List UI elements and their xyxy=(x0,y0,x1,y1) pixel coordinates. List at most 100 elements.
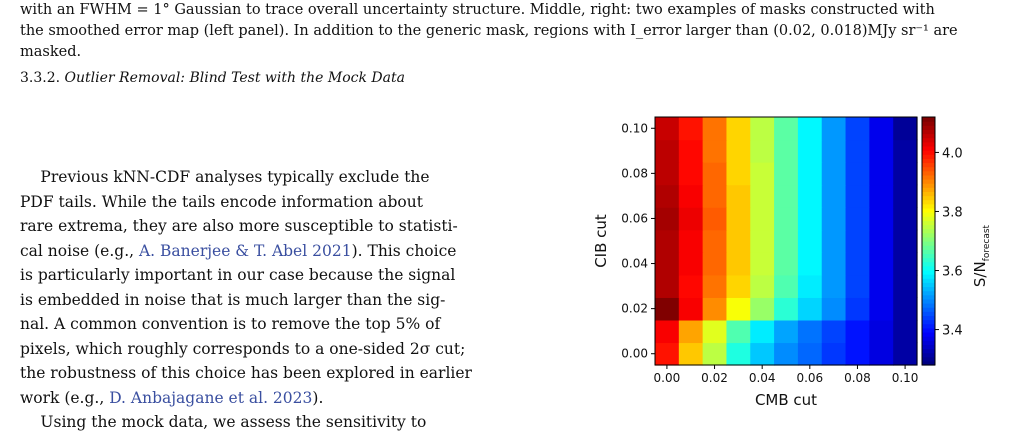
heatmap-cell xyxy=(869,229,894,253)
body-text-run: cal noise (e.g., xyxy=(20,241,139,260)
heatmap-cell xyxy=(702,162,728,186)
y-tick-label: 0.02 xyxy=(621,302,648,316)
body-text-run: ). xyxy=(312,388,324,407)
citation-link[interactable]: A. Banerjee & T. Abel 2021 xyxy=(138,241,352,260)
section-number: 3.3.2. xyxy=(20,70,61,86)
heatmap-cell xyxy=(869,319,894,344)
colorbar-segment xyxy=(922,269,935,275)
heatmap-cell xyxy=(702,229,728,253)
heatmap-cell xyxy=(678,342,704,366)
heatmap-cell xyxy=(726,342,751,366)
x-tick-label: 0.06 xyxy=(796,371,823,385)
colorbar-segment xyxy=(922,336,935,341)
body-line: cal noise (e.g., A. Banerjee & T. Abel 2… xyxy=(20,239,540,264)
colorbar-segment xyxy=(922,150,935,155)
body-text-run: is particularly important in our case be… xyxy=(20,266,456,284)
heatmap-cell xyxy=(869,139,894,163)
figure-caption: with an FWHM = 1° Gaussian to trace over… xyxy=(20,0,1025,63)
heatmap-cell xyxy=(893,252,918,276)
colorbar-segment xyxy=(922,145,935,151)
body-line: pixels, which roughly corresponds to a o… xyxy=(20,337,540,362)
body-line: nal. A common convention is to remove th… xyxy=(20,312,540,337)
heatmap-cell xyxy=(845,139,870,163)
heatmap-cell xyxy=(869,342,894,366)
heatmap-cell xyxy=(797,274,823,298)
colorbar-segment xyxy=(922,187,935,192)
heatmap-cell xyxy=(869,274,894,298)
heatmap-cell xyxy=(774,162,799,186)
heatmap-cell xyxy=(726,207,751,231)
body-text-run: Previous kNN-CDF analyses typically excl… xyxy=(20,168,430,186)
heatmap-cell xyxy=(821,117,847,141)
heatmap-cell xyxy=(678,117,704,141)
body-line: is embedded in noise that is much larger… xyxy=(20,288,540,313)
x-tick-label: 0.08 xyxy=(844,371,871,385)
colorbar-segment xyxy=(922,216,935,221)
y-tick-label: 0.06 xyxy=(621,211,648,225)
heatmap-cell xyxy=(750,297,775,321)
x-tick-label: 0.00 xyxy=(654,371,681,385)
body-text-run: pixels, which roughly corresponds to a o… xyxy=(20,339,466,358)
heatmap-cell xyxy=(726,162,751,186)
colorbar-segment xyxy=(922,195,935,201)
colorbar-segment xyxy=(922,340,935,345)
heatmap-cell xyxy=(845,297,870,321)
colorbar-tick-label: 3.6 xyxy=(942,265,963,280)
heatmap-cell xyxy=(893,162,918,186)
body-line: PDF tails. While the tails encode inform… xyxy=(20,190,540,215)
body-text-run: rare extrema, they are also more suscept… xyxy=(20,217,458,235)
heatmap-cell xyxy=(797,162,823,186)
colorbar-segment xyxy=(922,311,935,316)
heatmap-cell xyxy=(655,252,680,276)
heatmap-cell xyxy=(678,274,704,298)
colorbar-segment xyxy=(922,191,935,197)
heatmap-cell xyxy=(702,139,728,163)
body-text-run: ). This choice xyxy=(351,241,457,260)
citation-link[interactable]: D. Anbajagane et al. 2023 xyxy=(109,388,313,407)
caption-line: masked. xyxy=(20,44,82,60)
colorbar-segment xyxy=(922,253,935,259)
heatmap-cell xyxy=(845,184,870,208)
heatmap-cell xyxy=(678,162,704,186)
section-heading: 3.3.2. Outlier Removal: Blind Test with … xyxy=(20,70,405,86)
body-text: Previous kNN-CDF analyses typically excl… xyxy=(20,165,540,435)
heatmap-cell xyxy=(821,252,847,276)
colorbar-segment xyxy=(922,278,935,283)
x-axis-label: CMB cut xyxy=(755,391,817,409)
heatmap-cell xyxy=(774,252,799,276)
colorbar-segment xyxy=(922,228,935,234)
heatmap-cell xyxy=(845,274,870,298)
heatmap-cell xyxy=(845,207,870,231)
heatmap-cell xyxy=(726,319,751,344)
colorbar-segment xyxy=(922,352,935,358)
heatmap-cell xyxy=(821,162,847,186)
heatmap-cell xyxy=(750,139,775,163)
heatmap-cell xyxy=(893,342,918,366)
plot-frame xyxy=(654,116,918,366)
heatmap-cell xyxy=(869,207,894,231)
colorbar-segment xyxy=(922,286,935,292)
heatmap-cell xyxy=(655,207,680,231)
colorbar-segment xyxy=(922,236,935,242)
heatmap-cell xyxy=(845,229,870,253)
colorbar-segment xyxy=(922,307,935,312)
heatmap-cell xyxy=(797,117,823,141)
heatmap-cell xyxy=(845,342,870,366)
heatmap-cell xyxy=(774,229,799,253)
heatmap-cell xyxy=(750,229,775,253)
heatmap-cell xyxy=(893,139,918,163)
heatmap-cell xyxy=(726,297,751,321)
heatmap-cell xyxy=(797,139,823,163)
colorbar-frame xyxy=(921,116,936,366)
heatmap-cell xyxy=(893,207,918,231)
heatmap-cell xyxy=(797,342,823,366)
heatmap-cell xyxy=(702,297,728,321)
colorbar-segment xyxy=(922,158,935,164)
colorbar-segment xyxy=(922,323,935,329)
body-line: Using the mock data, we assess the sensi… xyxy=(20,410,540,435)
colorbar-segment xyxy=(922,249,935,254)
colorbar-segment xyxy=(922,241,935,246)
colorbar-label: S/Nforecast xyxy=(971,224,992,287)
colorbar-segment xyxy=(922,212,935,217)
colorbar-segment xyxy=(922,162,935,168)
